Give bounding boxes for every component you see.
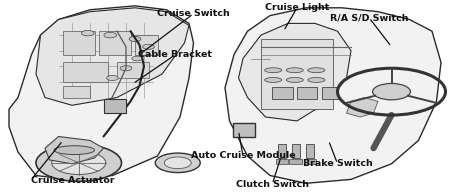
Polygon shape [45,136,104,164]
Circle shape [373,83,410,100]
Bar [233,123,255,137]
Bar [276,159,288,164]
Circle shape [107,75,118,81]
Text: Brake Switch: Brake Switch [302,159,373,168]
Circle shape [52,151,106,175]
Text: Cruise Light: Cruise Light [265,3,329,12]
Text: R/A S/D Switch: R/A S/D Switch [330,13,408,22]
Text: Cable Bracket: Cable Bracket [139,50,212,59]
Circle shape [129,36,141,42]
Bar [304,159,316,164]
Ellipse shape [265,77,282,82]
Polygon shape [36,8,189,105]
Text: Auto Cruise Module: Auto Cruise Module [191,152,295,160]
Bar [99,31,130,55]
Bar [63,31,94,55]
Polygon shape [261,39,333,109]
Ellipse shape [308,68,325,73]
Circle shape [36,144,122,181]
Bar [272,87,292,99]
Ellipse shape [286,77,303,82]
Text: Clutch Switch: Clutch Switch [236,180,309,189]
Ellipse shape [54,146,94,154]
Circle shape [81,30,94,36]
Polygon shape [346,98,378,117]
Text: Cruise Switch: Cruise Switch [157,9,230,18]
Bar [63,62,108,82]
Circle shape [120,66,132,71]
Bar [292,144,300,158]
Bar [135,35,158,55]
Circle shape [104,32,117,38]
Circle shape [164,157,191,169]
Ellipse shape [286,68,303,73]
Ellipse shape [308,77,325,82]
Polygon shape [225,8,441,183]
Circle shape [143,44,154,49]
Circle shape [155,153,200,173]
Bar [322,87,338,99]
Bar [297,87,317,99]
Bar [63,86,90,98]
Ellipse shape [265,68,282,73]
Text: Cruise Actuator: Cruise Actuator [31,176,114,185]
Polygon shape [238,23,351,121]
Bar [289,159,302,164]
Bar [104,99,126,113]
Bar [278,144,286,158]
Polygon shape [9,6,194,179]
Bar [117,62,148,78]
Circle shape [132,56,143,61]
Bar [306,144,314,158]
